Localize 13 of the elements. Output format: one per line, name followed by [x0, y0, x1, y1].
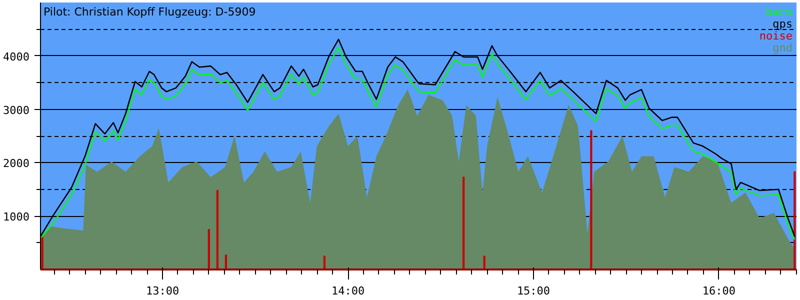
x-tick-label: 15:00 — [516, 284, 550, 298]
x-tick-label: 16:00 — [702, 284, 736, 298]
text: gps — [772, 18, 793, 30]
text: noise — [759, 30, 793, 42]
chart-title: Pilot: Christian Kopff Flugzeug: D-5909 — [44, 6, 256, 18]
y-tick-label: 2000 — [3, 157, 30, 170]
y-tick-label: 3000 — [3, 104, 30, 117]
y-tick-label: 4000 — [3, 50, 30, 64]
text: gnd — [772, 42, 793, 54]
x-tick-label: 14:00 — [331, 284, 365, 298]
x-tick-label: 13:00 — [146, 284, 180, 298]
y-tick-label: 1000 — [3, 210, 30, 224]
text: baro — [766, 6, 793, 18]
